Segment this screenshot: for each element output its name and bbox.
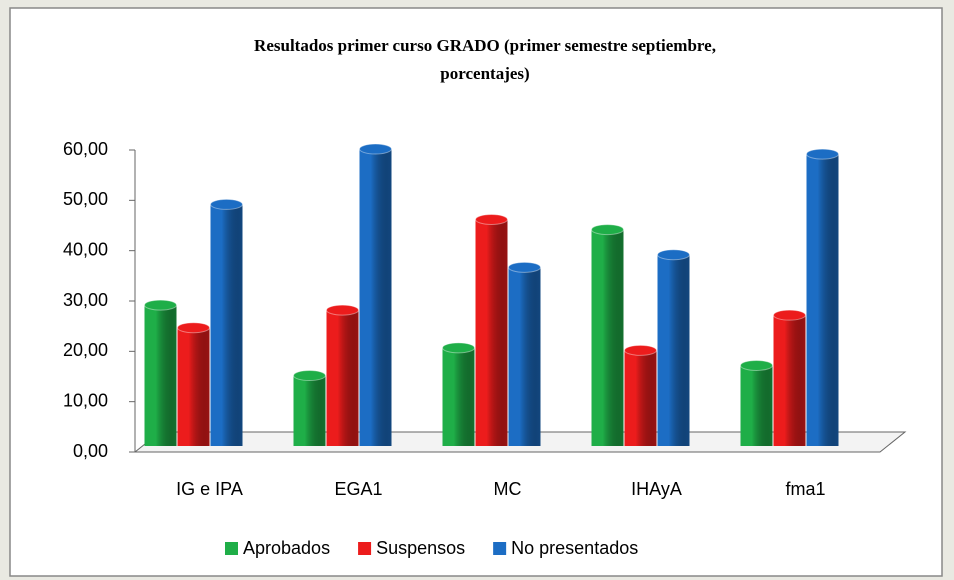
legend-label: Suspensos <box>376 538 465 558</box>
chart-title: Resultados primer curso GRADO (primer se… <box>254 36 716 55</box>
bar-shade <box>591 229 624 446</box>
bar-shade <box>326 310 359 446</box>
y-tick-label: 50,00 <box>63 189 108 209</box>
x-tick-label: MC <box>494 479 522 499</box>
bar-shade <box>177 327 210 446</box>
legend-label: Aprobados <box>243 538 330 558</box>
legend-swatch <box>493 542 507 555</box>
bar-shade <box>508 267 541 446</box>
x-tick-label: IHAyA <box>631 479 682 499</box>
legend-label: No presentados <box>511 538 638 558</box>
bar-shade <box>806 154 839 447</box>
bar-top <box>326 304 359 316</box>
bar-shade <box>210 204 243 446</box>
bar-top <box>210 198 243 210</box>
bar-shade <box>293 375 326 446</box>
bar-top <box>475 214 508 225</box>
bar-shade <box>442 347 475 446</box>
bar-top <box>624 344 657 356</box>
bar-top <box>773 309 806 321</box>
bar-shade <box>475 219 508 446</box>
y-tick-label: 40,00 <box>63 239 108 259</box>
bar-shade <box>359 149 392 447</box>
bar-shade <box>773 315 806 446</box>
bar-shade <box>657 254 690 446</box>
y-tick-label: 10,00 <box>63 390 108 410</box>
y-tick-label: 30,00 <box>63 290 108 310</box>
bar-top <box>144 299 177 311</box>
chart-title: porcentajes) <box>440 64 529 83</box>
bar-top <box>591 224 624 236</box>
bar-top <box>508 261 541 273</box>
x-tick-label: fma1 <box>785 479 825 499</box>
bar-top <box>657 249 690 261</box>
bar-top <box>293 370 326 382</box>
legend-swatch <box>225 542 238 555</box>
bar-shade <box>624 350 657 446</box>
legend-swatch <box>358 542 372 555</box>
y-tick-label: 0,00 <box>73 441 108 461</box>
bar-top <box>359 143 392 155</box>
y-tick-label: 20,00 <box>63 340 108 360</box>
x-tick-label: IG e IPA <box>176 479 243 499</box>
bar-shade <box>740 365 773 446</box>
bar-top <box>740 359 773 371</box>
bar-shade <box>144 305 177 446</box>
bar-top <box>177 322 210 334</box>
y-tick-label: 60,00 <box>63 139 108 159</box>
bar-top <box>806 148 839 160</box>
x-tick-label: EGA1 <box>334 479 382 499</box>
bar-top <box>442 342 475 354</box>
